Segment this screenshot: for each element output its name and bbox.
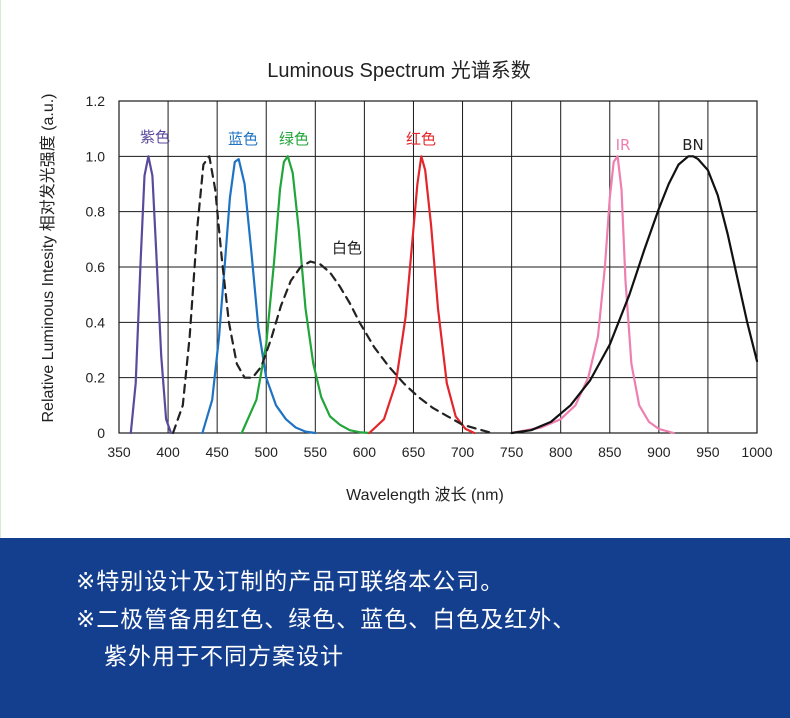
series-label: 红色 (406, 130, 436, 148)
series-label: 紫色 (140, 128, 170, 146)
x-tick-label: 1000 (741, 444, 772, 460)
y-tick-label: 0.8 (86, 204, 106, 220)
x-tick-label: 450 (205, 444, 229, 460)
chart-panel: 350 400 450 500 550 600 650 700 750 800 850 900 950 1… (0, 0, 773, 538)
y-tick-label: 1.2 (86, 93, 106, 109)
series-label: 白色 (332, 239, 362, 257)
footer-line-2: ※二极管备用红色、绿色、蓝色、白色及红外、 (76, 607, 577, 633)
x-tick-label: 900 (647, 444, 671, 460)
series-label: 绿色 (279, 130, 309, 148)
y-tick-label: 0.4 (86, 314, 106, 330)
spectrum-chart: 350 400 450 500 550 600 650 700 750 800 850 900 950 1… (39, 59, 773, 504)
y-tick-label: 1.0 (86, 148, 106, 164)
y-axis-label: Relative Luminous Intesity 相对发光强度 (a.u.) (39, 94, 57, 423)
x-tick-label: 550 (304, 444, 328, 460)
series-line (510, 155, 675, 435)
footer-line-3: 紫外用于不同方案设计 (104, 644, 344, 670)
series-line (368, 155, 476, 435)
x-axis-label: Wavelength 波长 (nm) (346, 486, 504, 504)
y-tick-label: 0 (97, 425, 105, 441)
x-tick-label: 400 (156, 444, 180, 460)
series-line (201, 158, 317, 435)
x-tick-label: 600 (353, 444, 377, 460)
series-line (240, 155, 371, 435)
y-tick-label: 0.6 (86, 259, 106, 275)
series-line (129, 155, 173, 435)
x-tick-label: 650 (402, 444, 426, 460)
y-tick-label: 0.2 (86, 370, 106, 386)
series-label: BN (682, 136, 704, 154)
plot-frame (118, 100, 758, 434)
footer-line-1: ※特别设计及订制的产品可联络本公司。 (76, 569, 505, 595)
x-tick-label: 350 (107, 444, 131, 460)
x-tick-label: 500 (255, 444, 279, 460)
x-tick-label: 950 (696, 444, 720, 460)
footer-banner: ※特别设计及订制的产品可联络本公司。 ※二极管备用红色、绿色、蓝色、白色及红外、… (0, 538, 790, 718)
x-tick-label: 850 (598, 444, 622, 460)
x-tick-label: 750 (500, 444, 524, 460)
x-tick-label: 700 (451, 444, 475, 460)
series-label: IR (616, 136, 631, 154)
x-tick-label: 800 (549, 444, 573, 460)
series-label: 蓝色 (228, 130, 258, 148)
chart-title: Luminous Spectrum 光谱系数 (267, 59, 530, 82)
series-line (171, 155, 494, 435)
series-line (510, 155, 759, 435)
